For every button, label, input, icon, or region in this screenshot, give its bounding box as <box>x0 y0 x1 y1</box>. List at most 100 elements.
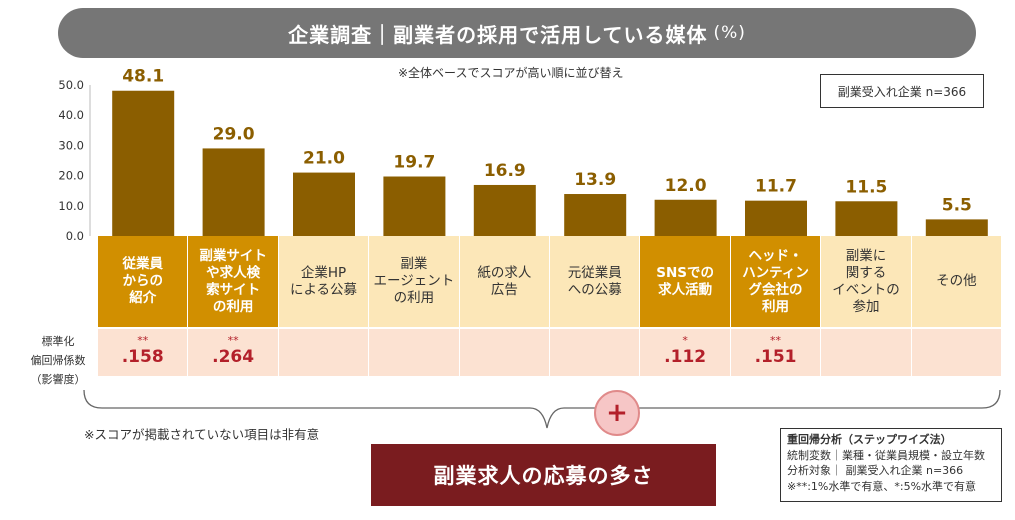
outcome-box: 副業求人の応募の多さ <box>371 444 716 506</box>
method-box: 重回帰分析（ステップワイズ法） 統制変数｜業種・従業員規模・設立年数 分析対象｜… <box>780 428 1002 502</box>
significance-stars: ** <box>770 334 782 347</box>
y-tick-label: 20.0 <box>58 169 84 183</box>
coefficient-cell: ** .158 <box>98 329 189 376</box>
bar-value-label: 16.9 <box>484 161 526 181</box>
bar-value-label: 12.0 <box>665 176 707 196</box>
sort-note: ※全体ベースでスコアが高い順に並び替え <box>398 66 624 80</box>
category-header-line: 索サイト <box>206 281 261 298</box>
category-header: 企業HP による公募 <box>278 236 370 327</box>
coef-row-label-line: 偏回帰係数 <box>30 354 86 367</box>
bar <box>383 176 446 236</box>
coefficient-value: .151 <box>754 347 797 367</box>
coefficient-cell: ** .264 <box>188 329 279 376</box>
y-tick-label: 0.0 <box>66 229 84 240</box>
y-axis: 0.0 10.0 20.0 30.0 40.0 50.0 <box>58 78 91 240</box>
category-header-line: 広告 <box>490 281 518 298</box>
category-header: 紙の求人 広告 <box>459 236 551 327</box>
bars <box>112 90 988 236</box>
coefficient-cell <box>821 329 912 376</box>
category-header-line: による公募 <box>289 281 358 298</box>
category-header-line: 紙の求人 <box>477 264 532 281</box>
y-tick-label: 30.0 <box>58 138 84 152</box>
chart-title: 企業調査｜副業者の採用で活用している媒体 <box>288 22 708 47</box>
coefficient-cell: * .112 <box>640 329 731 376</box>
coefficient-value: .264 <box>212 347 255 367</box>
category-header-line: の利用 <box>212 298 254 315</box>
bar <box>473 184 536 236</box>
bar <box>564 194 627 236</box>
category-header-line: 企業HP <box>300 264 347 281</box>
category-header-line: 元従業員 <box>567 264 622 281</box>
significance-stars: ** <box>137 334 149 347</box>
category-header-line: への公募 <box>567 281 622 298</box>
coefficient-row: ** .158 ** .264 * .112 ** .151 <box>98 329 1003 376</box>
method-title: 重回帰分析（ステップワイズ法） <box>787 433 952 446</box>
category-header: その他 <box>911 236 1003 327</box>
bar <box>925 219 988 236</box>
category-header-line: エージェント <box>373 273 455 289</box>
value-labels: 48.1 29.0 21.0 19.7 16.9 13.9 12.0 11.7 11.5 5.5 <box>122 67 972 216</box>
bar-value-label: 19.7 <box>393 153 435 173</box>
category-header: 元従業員 への公募 <box>550 236 641 327</box>
coef-row-label-line: （影響度） <box>30 373 86 386</box>
coefficient-cell <box>550 329 641 376</box>
bar-value-label: 48.1 <box>122 67 164 87</box>
category-header-line: 求人活動 <box>658 281 713 298</box>
coefficient-cell <box>460 329 551 376</box>
category-header: 副業サイト や求人検 索サイト の利用 <box>188 236 279 327</box>
bar-value-label: 29.0 <box>213 124 255 144</box>
method-line: 分析対象｜ 副業受入れ企業 n=366 <box>787 464 964 477</box>
category-table: 従業員 からの 紹介 副業サイト や求人検 索サイト の利用 企業HP による公募 副業 エージェン… <box>98 236 1003 376</box>
category-header-line: 副業サイト <box>199 247 267 264</box>
coefficient-cell <box>279 329 370 376</box>
category-header: ヘッド・ ハンティン グ会社の 利用 <box>730 236 822 327</box>
bar-value-label: 5.5 <box>942 195 972 215</box>
bar <box>835 201 898 236</box>
category-header-line: 関する <box>845 264 887 281</box>
chart-title-unit: (%) <box>713 23 746 43</box>
bar <box>202 148 265 236</box>
coef-row-label-line: 標準化 <box>41 335 75 348</box>
category-header: 副業 エージェント の利用 <box>369 236 460 327</box>
category-header-line: 従業員 <box>122 256 163 272</box>
category-header-line: その他 <box>936 273 977 289</box>
bar-chart: 0.0 10.0 20.0 30.0 40.0 50.0 48.1 29.0 21.0 19.7… <box>58 67 988 240</box>
bar-value-label: 11.7 <box>755 177 797 197</box>
category-header-line: イベントの <box>832 281 900 298</box>
coefficient-value: .158 <box>121 347 164 367</box>
bar-value-label: 11.5 <box>845 177 887 197</box>
coefficient-cell <box>369 329 460 376</box>
sample-size-box: 副業受入れ企業 n=366 <box>820 74 984 108</box>
category-header-line: や求人検 <box>206 264 261 281</box>
method-line: ※**:1%水準で有意、*:5%水準で有意 <box>787 479 977 493</box>
category-header-line: 参加 <box>852 298 880 315</box>
category-header-line: 副業に <box>845 247 887 264</box>
coefficient-value: .112 <box>664 347 707 367</box>
category-header-line: 副業 <box>400 256 428 272</box>
coefficient-cell: ** .151 <box>731 329 822 376</box>
bar <box>112 90 175 236</box>
category-header-line: ハンティン <box>742 264 809 281</box>
bar-value-label: 21.0 <box>303 149 345 169</box>
y-tick-label: 10.0 <box>58 199 84 213</box>
category-header-line: ヘッド・ <box>748 247 803 264</box>
category-header: 副業に 関する イベントの 参加 <box>821 236 912 327</box>
bar <box>293 172 355 236</box>
coefficient-cell <box>912 329 1003 376</box>
method-line: 統制変数｜業種・従業員規模・設立年数 <box>787 448 985 462</box>
chart-title-banner: 企業調査｜副業者の採用で活用している媒体 (%) <box>58 8 976 58</box>
bar <box>654 199 717 236</box>
category-header-line: の利用 <box>393 290 435 306</box>
significance-stars: ** <box>227 334 239 347</box>
significance-stars: * <box>682 334 688 347</box>
y-tick-label: 40.0 <box>58 108 84 122</box>
category-header-line: 紹介 <box>129 290 157 306</box>
category-header-row: 従業員 からの 紹介 副業サイト や求人検 索サイト の利用 企業HP による公募 副業 エージェン… <box>98 236 1003 327</box>
category-header-line: SNSでの <box>656 264 715 281</box>
coef-row-label: 標準化 偏回帰係数 （影響度） <box>22 332 94 389</box>
category-header-line: 利用 <box>762 298 790 315</box>
category-header-line: グ会社の <box>748 281 803 298</box>
y-tick-label: 50.0 <box>58 78 84 92</box>
category-header: SNSでの 求人活動 <box>640 236 731 327</box>
